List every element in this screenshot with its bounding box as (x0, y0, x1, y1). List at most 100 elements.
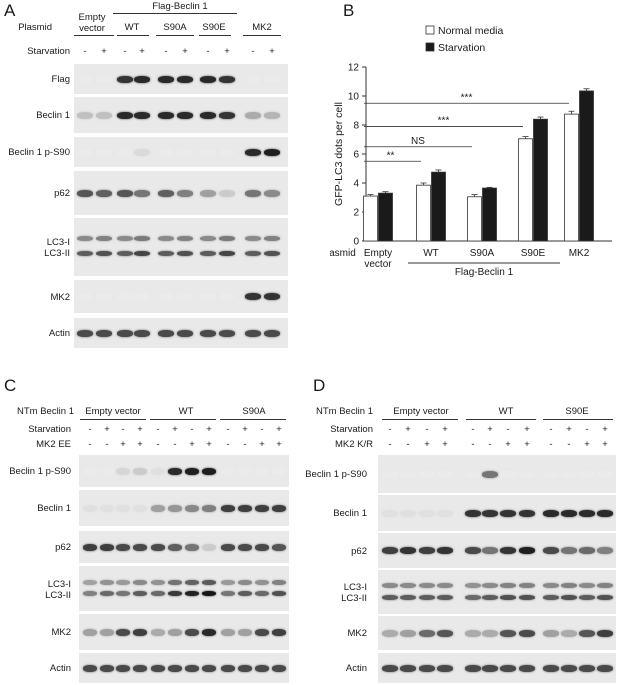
panel-a-blot-2-band-2 (96, 111, 112, 119)
panel-d-blot-strip-4 (378, 570, 616, 614)
panel-c-blot-4-band-10-1 (238, 579, 252, 585)
panel-c-starvation-sign-4: + (137, 424, 143, 435)
panel-c-row-treatment: MK2 EE (36, 439, 71, 450)
significance-label-1: ** (387, 150, 395, 161)
panel-d-blot-6-band-3 (419, 664, 435, 672)
panel-c-treatment-sign-10: - (243, 439, 247, 450)
panel-c-blot-1-band-9 (221, 467, 235, 475)
panel-a-sign-9: - (251, 46, 255, 57)
panel-a-blot-label-2: Beclin 1 (36, 110, 70, 121)
panel-a-blot-4-band-5 (158, 189, 174, 197)
panel-a-blot-7-band-6 (177, 329, 193, 337)
panel-d-starvation-sign-4: + (442, 424, 448, 435)
panel-a-blot-2-band-4 (134, 111, 150, 119)
panel-a-blot-6-band-1 (77, 293, 93, 300)
panel-d-row-treatment: MK2 K/R (334, 439, 373, 450)
panel-c-treatment-sign-12: + (276, 439, 282, 450)
panel-c-blot-4-band-2-2 (100, 591, 114, 597)
panel-d-blot-1-band-8 (519, 470, 535, 478)
panel-a-blot-5-band-7-2 (200, 251, 216, 257)
panel-letter-d: D (313, 376, 326, 395)
panel-c-blot-5-band-7 (185, 628, 199, 636)
panel-d-group-wt: WT (498, 406, 514, 417)
panel-c-blot-6-band-8 (202, 664, 216, 672)
panel-c-blot-4-band-1-1 (83, 579, 97, 585)
panel-c-blot-3-band-6 (168, 543, 182, 551)
panel-c-blot-1-band-4 (133, 467, 147, 475)
panel-d-blot-3-band-10 (561, 547, 577, 554)
panel-d-blot-1-band-12 (597, 470, 613, 478)
panel-d-blot-5-band-8 (519, 629, 535, 637)
panel-d-group-s90e: S90E (565, 406, 589, 417)
panel-d-row-starvation: Starvation (330, 424, 373, 435)
panel-d-blot-2-band-11 (579, 509, 595, 517)
panel-a-group-s90e: S90E (202, 22, 226, 33)
panel-a-blot-6-band-3 (117, 293, 133, 300)
panel-a-header-group: Flag-Beclin 1 (152, 1, 208, 12)
panel-letter-c: C (4, 376, 17, 395)
panel-a-blot-5-band-1-1 (77, 236, 93, 242)
legend-swatch-2 (425, 42, 435, 52)
panel-a-blot-1-band-2 (96, 75, 112, 83)
panel-a-blot-7-band-3 (117, 329, 133, 337)
panel-a-blot-label-1: Flag (51, 74, 70, 85)
panel-d-treatment-sign-1: - (388, 439, 392, 450)
panel-b-bar-chart: 0 2 4 6 8 10 12 GFP-LC3 dots per cell ** NS *** ***… (330, 25, 612, 278)
panel-d-blot-4-band-12-2 (597, 594, 613, 600)
panel-a-blot-6-band-2 (96, 293, 112, 300)
panel-c-blot-2-band-11 (255, 504, 269, 512)
panel-c-blot-5-band-12 (272, 628, 286, 636)
significance-label-4: *** (461, 92, 473, 103)
panel-a-blot-3-band-6 (177, 148, 193, 156)
panel-c-treatment-sign-5: - (156, 439, 160, 450)
panel-d-starvation-sign-8: + (524, 424, 530, 435)
panel-a-blot-2-band-9 (245, 111, 261, 119)
panel-c-blot-strip-6 (79, 653, 289, 683)
panel-c-blot-3-band-3 (116, 543, 130, 551)
panel-a-blot-2-band-1 (77, 111, 93, 119)
panel-c-blot-3-band-4 (133, 543, 147, 551)
panel-a-blot-4-band-4 (134, 189, 150, 197)
panel-c-blot-4-band-8-2 (202, 591, 216, 597)
panel-c-blot-4-band-11-2 (255, 591, 269, 597)
panel-c-blot-3-band-11 (255, 543, 269, 551)
panel-a-blot-6-band-4 (134, 293, 150, 300)
panel-c-blot-4-band-7-2 (185, 591, 199, 597)
legend-label-1: Normal media (438, 25, 504, 37)
panel-c-blot-6-band-5 (151, 664, 165, 672)
panel-c-blot-5-band-11 (255, 628, 269, 636)
panel-d-blot-3-band-6 (482, 547, 498, 554)
panel-c-starvation-sign-11: - (260, 424, 264, 435)
panel-d-blot-6-band-2 (400, 664, 416, 672)
panel-c-starvation-sign-6: + (172, 424, 178, 435)
panel-a-blot-1-band-1 (77, 75, 93, 83)
x-category-label-2: WT (423, 248, 439, 259)
panel-c-blot-5-band-3 (116, 628, 130, 636)
panel-c-blot-4-band-9-1 (221, 579, 235, 585)
panel-c-blot-1-band-8 (202, 467, 216, 475)
panel-c-blot-1-band-3 (116, 467, 130, 475)
panel-d-blot-3-band-11 (579, 547, 595, 554)
panel-a-sign-3: - (123, 46, 127, 57)
panel-d-treatment-sign-8: + (524, 439, 530, 450)
panel-c-treatment-sign-3: + (120, 439, 126, 450)
panel-c-blot-label-1: Beclin 1 p-S90 (9, 466, 71, 477)
panel-c-blot-1-band-10 (238, 467, 252, 475)
panel-c-blot-6-band-6 (168, 664, 182, 672)
panel-c-blot-4-band-11-1 (255, 579, 269, 585)
panel-c-blot-5-band-9 (221, 628, 235, 636)
panel-c-row-group: NTm Beclin 1 (16, 406, 74, 417)
panel-d-blot-3-band-12 (597, 547, 613, 554)
legend-label-2: Starvation (438, 42, 485, 54)
panel-d-blot-1-band-11 (579, 470, 595, 478)
panel-c-blot-3-band-2 (100, 543, 114, 551)
panel-d-treatment-sign-11: + (584, 439, 590, 450)
panel-d-underline-wt (466, 419, 536, 420)
panel-a-blot-5-band-9-1 (245, 236, 261, 242)
panel-a-blot-5-band-4-1 (134, 236, 150, 242)
panel-c-blot-2-band-7 (185, 504, 199, 512)
panel-d-treatment-sign-9: - (549, 439, 553, 450)
panel-d-blot-4-band-2-2 (400, 594, 416, 600)
panel-d-blot-3-band-7 (500, 547, 516, 554)
panel-d-blot-4-band-9-2 (543, 594, 559, 600)
